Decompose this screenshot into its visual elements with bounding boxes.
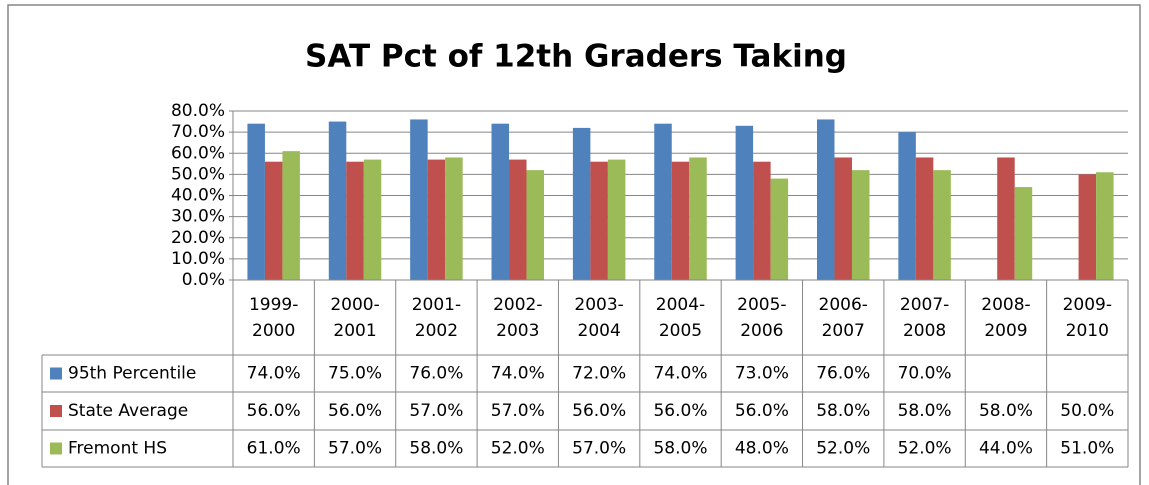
- y-tick-label: 30.0%: [171, 207, 225, 227]
- table-value: 72.0%: [572, 364, 626, 384]
- table-value: 56.0%: [328, 401, 382, 421]
- x-tick-label: 2004-2005: [656, 295, 705, 341]
- y-tick-label: 20.0%: [171, 228, 225, 248]
- bar: [346, 161, 364, 280]
- legend-swatch: [50, 442, 62, 455]
- bar: [898, 132, 916, 280]
- bar: [816, 119, 835, 280]
- table-value: 48.0%: [735, 439, 789, 459]
- bar: [410, 119, 428, 280]
- bar: [590, 161, 608, 280]
- table-value: 58.0%: [409, 439, 463, 459]
- bar: [328, 121, 347, 280]
- table-value: 57.0%: [491, 401, 545, 421]
- table-value: 70.0%: [898, 364, 952, 384]
- bar: [654, 123, 672, 280]
- legend-swatch: [50, 367, 62, 380]
- bar: [997, 157, 1015, 280]
- x-tick-label: 2002-2003: [493, 295, 542, 341]
- bar: [1014, 187, 1033, 280]
- bar: [264, 161, 283, 280]
- x-tick-label: 2006-2007: [819, 295, 868, 341]
- x-tick-label: 1999-2000: [249, 295, 298, 341]
- bar: [770, 178, 789, 280]
- chart-title: SAT Pct of 12th Graders Taking: [305, 39, 847, 75]
- bar: [526, 170, 545, 280]
- table-value: 74.0%: [491, 364, 545, 384]
- table-value: 44.0%: [979, 439, 1033, 459]
- table-value: 76.0%: [816, 364, 870, 384]
- bar: [671, 161, 690, 280]
- x-tick-label: 2009-2010: [1063, 295, 1112, 341]
- table-value: 51.0%: [1060, 439, 1114, 459]
- table-value: 50.0%: [1060, 401, 1114, 421]
- table-value: 73.0%: [735, 364, 789, 384]
- bar: [1096, 172, 1114, 280]
- bar: [851, 170, 870, 280]
- bar: [1078, 174, 1097, 280]
- y-tick-label: 50.0%: [171, 164, 225, 184]
- table-value: 52.0%: [898, 439, 952, 459]
- table-value: 76.0%: [409, 364, 463, 384]
- bar: [445, 157, 463, 280]
- table-value: 52.0%: [816, 439, 870, 459]
- y-tick-label: 40.0%: [171, 186, 225, 206]
- y-tick-label: 0.0%: [182, 270, 225, 290]
- table-value: 58.0%: [816, 401, 870, 421]
- y-tick-label: 80.0%: [171, 101, 225, 121]
- bar: [834, 157, 852, 280]
- bar: [607, 159, 626, 280]
- table-value: 61.0%: [247, 439, 301, 459]
- legend-label: 95th Percentile: [68, 364, 196, 384]
- table-value: 52.0%: [491, 439, 545, 459]
- x-tick-label: 2008-2009: [981, 295, 1030, 341]
- bar: [509, 159, 527, 280]
- x-tick-label: 2001-2002: [412, 295, 461, 341]
- table-value: 74.0%: [653, 364, 707, 384]
- legend-label: Fremont HS: [68, 439, 167, 459]
- table-value: 58.0%: [898, 401, 952, 421]
- x-tick-label: 2003-2004: [574, 295, 623, 341]
- bar: [427, 159, 446, 280]
- x-tick-label: 2005-2006: [737, 295, 786, 341]
- table-value: 74.0%: [247, 364, 301, 384]
- bar: [491, 123, 510, 280]
- table-value: 56.0%: [572, 401, 626, 421]
- bar: [363, 159, 382, 280]
- x-tick-label: 2007-2008: [900, 295, 949, 341]
- table-value: 57.0%: [572, 439, 626, 459]
- bar: [689, 157, 707, 280]
- table-value: 75.0%: [328, 364, 382, 384]
- y-tick-label: 60.0%: [171, 143, 225, 163]
- table-value: 58.0%: [653, 439, 707, 459]
- bar: [915, 157, 934, 280]
- bar: [735, 125, 754, 280]
- table-value: 56.0%: [247, 401, 301, 421]
- bar: [572, 127, 591, 281]
- legend-label: State Average: [68, 401, 188, 421]
- legend-swatch: [50, 405, 62, 417]
- table-value: 58.0%: [979, 401, 1033, 421]
- table-value: 56.0%: [653, 401, 707, 421]
- table-value: 57.0%: [409, 401, 463, 421]
- bar: [933, 170, 951, 280]
- y-tick-label: 10.0%: [171, 249, 225, 269]
- table-value: 57.0%: [328, 439, 382, 459]
- bar: [753, 161, 771, 280]
- table-value: 56.0%: [735, 401, 789, 421]
- y-tick-label: 70.0%: [171, 122, 225, 142]
- x-tick-label: 2000-2001: [330, 295, 379, 341]
- bar: [247, 123, 265, 280]
- bar: [282, 151, 300, 280]
